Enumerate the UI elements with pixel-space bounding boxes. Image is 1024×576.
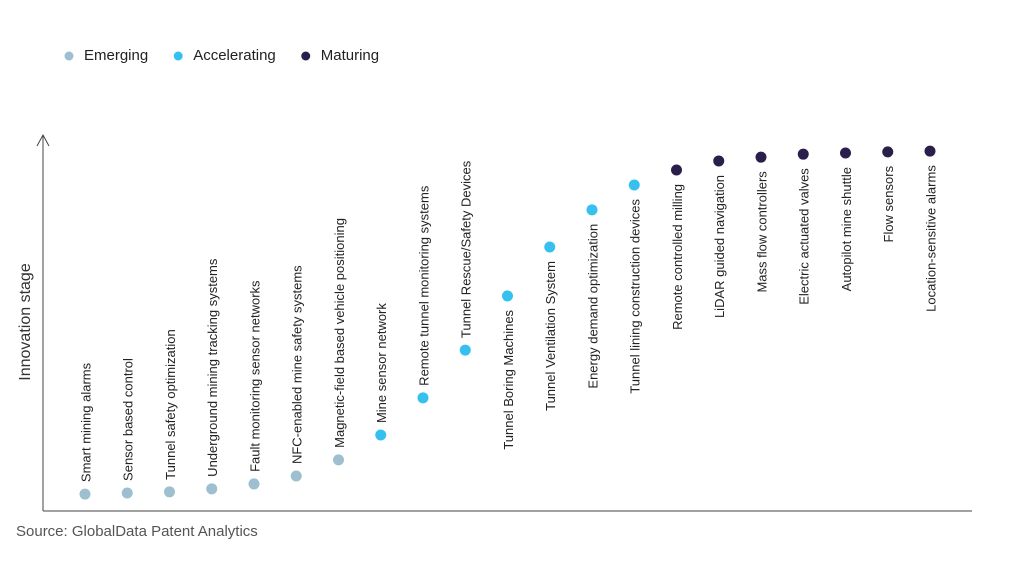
source-note: Source: GlobalData Patent Analytics <box>16 523 258 540</box>
point-label: Mine sensor network <box>374 303 389 423</box>
y-axis-label: Innovation stage <box>17 263 34 381</box>
data-point <box>502 290 513 302</box>
point-label: Autopilot mine shuttle <box>839 167 854 291</box>
point-label: Tunnel Ventilation System <box>543 261 558 411</box>
point-label: Fault monitoring sensor networks <box>247 280 262 472</box>
data-point <box>417 392 429 404</box>
data-point <box>924 145 936 157</box>
point-label: Tunnel lining construction devices <box>628 199 643 394</box>
data-point <box>797 148 809 160</box>
data-point <box>671 164 682 176</box>
point-label: Tunnel Boring Machines <box>501 309 516 449</box>
point-label: LiDAR guided navigation <box>712 175 727 318</box>
data-point <box>628 179 640 191</box>
data-point <box>544 241 556 253</box>
legend-label: Emerging <box>84 47 148 64</box>
point-label: Energy demand optimization <box>585 224 600 389</box>
point-label: Remote controlled milling <box>670 184 685 330</box>
data-point <box>375 429 387 441</box>
legend-marker <box>64 51 74 61</box>
point-label: Underground mining tracking systems <box>205 258 220 477</box>
data-point <box>121 487 133 499</box>
point-label: Tunnel Rescue/Safety Devices <box>459 160 474 338</box>
point-label: Remote tunnel monitoring systems <box>416 185 431 386</box>
data-point <box>333 454 344 466</box>
data-point <box>459 344 471 356</box>
point-label: Mass flow controllers <box>754 171 769 293</box>
legend-label: Accelerating <box>193 47 276 64</box>
legend-label: Maturing <box>321 47 379 64</box>
point-label: Smart mining alarms <box>78 362 93 482</box>
legend-marker <box>173 51 183 61</box>
point-label: Electric actuated valves <box>797 168 812 305</box>
point-label: NFC-enabled mine safety systems <box>290 265 305 464</box>
data-point <box>164 486 175 498</box>
point-label: Tunnel safety optimization <box>163 329 178 480</box>
point-label: Sensor based control <box>121 358 136 481</box>
data-point <box>713 155 725 167</box>
data-point <box>248 478 260 490</box>
data-point <box>79 488 91 500</box>
point-label: Location-sensitive alarms <box>923 165 938 312</box>
legend-marker <box>301 51 311 61</box>
point-label: Magnetic-field based vehicle positioning <box>332 218 347 448</box>
data-point <box>882 146 894 158</box>
data-point <box>755 151 767 163</box>
data-point <box>840 147 851 159</box>
data-point <box>586 204 598 216</box>
data-point <box>206 483 218 495</box>
legend: Emerging Accelerating Maturing <box>64 47 379 64</box>
data-point <box>290 470 302 482</box>
y-axis-arrow <box>36 133 50 147</box>
point-label: Flow sensors <box>881 165 896 242</box>
